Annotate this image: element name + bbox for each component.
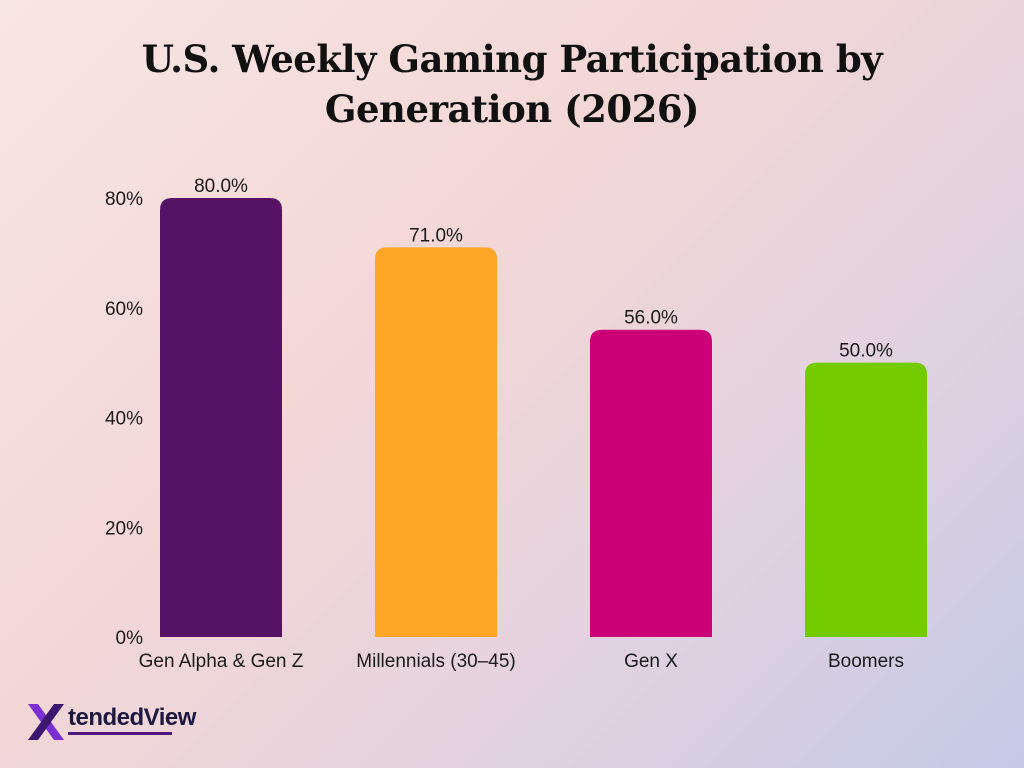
y-axis: 0% 20% 40% 60% 80% bbox=[105, 189, 143, 649]
category-label: Gen Alpha & Gen Z bbox=[139, 651, 304, 672]
category-labels-group: Gen Alpha & Gen Z Millennials (30–45) Gen … bbox=[139, 651, 904, 672]
y-tick-label: 80% bbox=[105, 189, 143, 210]
x-logo-icon bbox=[28, 704, 64, 740]
category-label: Boomers bbox=[828, 651, 904, 672]
logo-text: tendedView bbox=[68, 704, 196, 731]
data-label: 80.0% bbox=[194, 176, 248, 197]
data-label: 50.0% bbox=[839, 341, 893, 362]
y-tick-label: 0% bbox=[116, 628, 144, 649]
category-label: Gen X bbox=[624, 651, 678, 672]
brand-logo: tendedView bbox=[24, 700, 224, 750]
chart-title: U.S. Weekly Gaming Participation by Gene… bbox=[141, 37, 883, 131]
data-labels-group: 80.0% 71.0% 56.0% 50.0% bbox=[194, 176, 893, 362]
y-tick-label: 40% bbox=[105, 409, 143, 430]
bar bbox=[590, 329, 712, 637]
data-label: 71.0% bbox=[409, 225, 463, 246]
bar bbox=[805, 362, 927, 637]
data-label: 56.0% bbox=[624, 308, 678, 329]
logo-underline bbox=[68, 732, 172, 735]
y-tick-label: 20% bbox=[105, 518, 143, 539]
bar bbox=[375, 247, 497, 637]
bar bbox=[160, 198, 282, 637]
category-label: Millennials (30–45) bbox=[356, 651, 515, 672]
y-tick-label: 60% bbox=[105, 299, 143, 320]
bars-group bbox=[160, 198, 927, 637]
